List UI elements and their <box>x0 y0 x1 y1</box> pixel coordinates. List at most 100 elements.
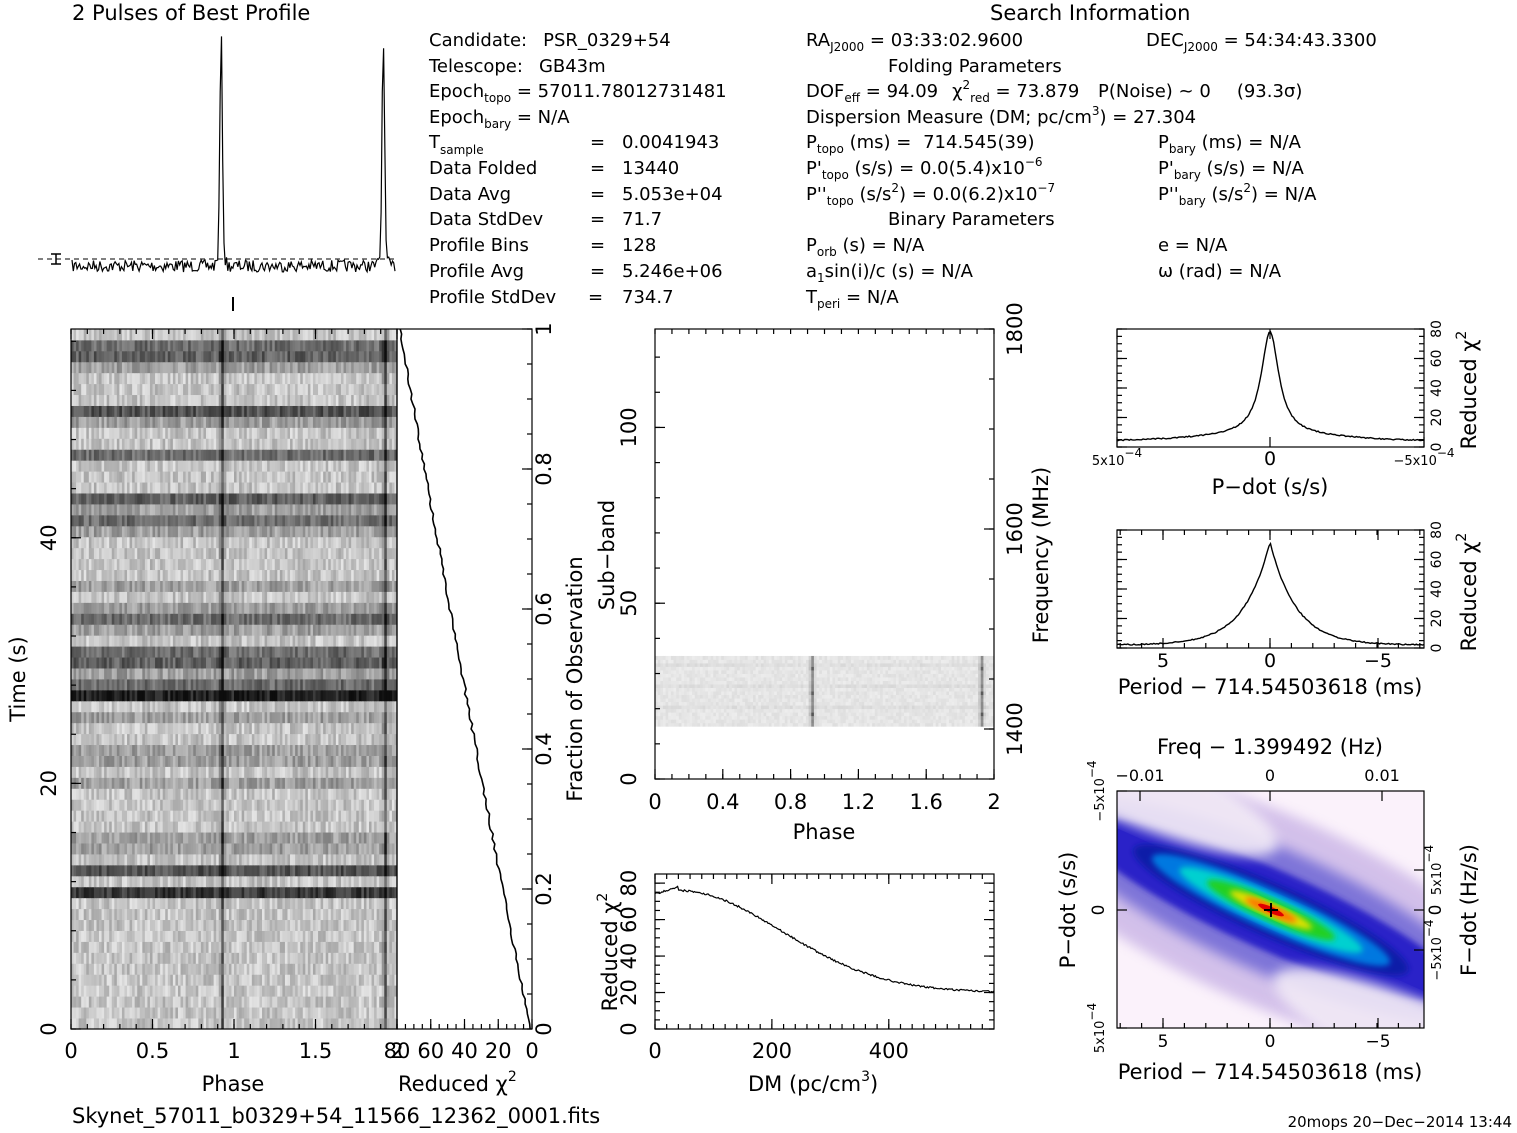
pixel <box>333 624 337 636</box>
pixel <box>200 766 204 778</box>
pixel <box>348 766 352 778</box>
pixel <box>71 843 74 855</box>
pixel <box>256 875 260 888</box>
pixel <box>381 832 385 844</box>
pixel <box>302 886 306 899</box>
pixel <box>267 843 271 855</box>
pixel <box>348 679 352 691</box>
pixel <box>241 875 245 888</box>
pixel <box>213 679 217 691</box>
pixel <box>78 788 82 800</box>
pixel <box>73 766 77 778</box>
pixel <box>287 613 291 625</box>
pixel <box>333 799 337 811</box>
pixel <box>142 930 146 942</box>
pixel <box>116 635 120 647</box>
pixel <box>223 952 227 964</box>
pbary: N/A <box>1269 132 1302 153</box>
pixel <box>109 744 113 756</box>
pixel <box>180 777 184 789</box>
pixel <box>358 624 362 636</box>
pixel <box>290 624 293 636</box>
pixel <box>160 832 164 844</box>
pixel <box>330 733 334 746</box>
pixel <box>346 744 350 756</box>
pixel <box>132 777 136 789</box>
pixel <box>264 864 268 877</box>
pixel <box>213 613 217 625</box>
pixel <box>109 875 113 888</box>
pixel <box>83 744 87 756</box>
pixel <box>277 646 281 658</box>
pixel <box>157 974 161 986</box>
pixel <box>172 788 176 800</box>
pixel <box>328 788 332 800</box>
pixel <box>195 679 199 691</box>
pixel <box>363 711 367 724</box>
pixel <box>170 886 174 899</box>
pixel <box>292 854 296 866</box>
pixel <box>73 613 77 625</box>
pixel <box>160 941 164 953</box>
pixel <box>366 700 370 713</box>
pixel <box>246 854 250 866</box>
pixel <box>249 854 253 866</box>
pixel <box>221 733 225 746</box>
pixel <box>343 635 347 647</box>
pixel <box>305 646 309 658</box>
pixel <box>282 799 286 811</box>
pixel <box>246 635 250 647</box>
pixel <box>88 788 92 800</box>
pixel <box>228 613 232 625</box>
pixel <box>323 810 327 822</box>
pixel <box>262 952 265 964</box>
pixel <box>249 602 253 614</box>
pixel <box>379 700 383 713</box>
pixel <box>200 613 204 625</box>
pixel <box>76 711 80 724</box>
pixel <box>348 635 352 647</box>
pixel <box>267 952 271 964</box>
pixel <box>162 810 166 822</box>
pixel <box>223 766 227 778</box>
pixel <box>78 635 82 647</box>
pixel <box>389 854 393 866</box>
pixel <box>366 919 370 931</box>
pixel <box>333 733 337 746</box>
pixel <box>121 908 125 921</box>
pixel <box>198 963 202 975</box>
pixel <box>101 700 105 713</box>
pixel <box>297 854 301 866</box>
pixel <box>78 897 82 910</box>
pixel <box>343 864 347 877</box>
pixel <box>211 996 215 1008</box>
pixel <box>292 722 296 735</box>
pixel <box>234 810 237 822</box>
pixel <box>193 864 197 877</box>
pixel <box>203 635 207 647</box>
pixel <box>78 722 82 735</box>
pixel <box>188 908 192 921</box>
pixel <box>129 613 133 625</box>
pixel <box>172 843 176 855</box>
pixel <box>172 799 176 811</box>
pixel <box>147 810 151 822</box>
pixel <box>205 1007 209 1019</box>
pixel <box>290 744 293 756</box>
pixel <box>165 908 169 921</box>
pixel <box>88 722 92 735</box>
pixel <box>348 810 352 822</box>
pixel <box>134 974 138 986</box>
pixel <box>305 930 309 942</box>
pixel <box>121 700 125 713</box>
pixel <box>221 930 225 942</box>
pixel <box>277 985 281 997</box>
pixel <box>76 886 80 899</box>
pixel <box>391 930 395 942</box>
pixel <box>226 952 230 964</box>
pixel <box>340 668 344 680</box>
pixel <box>264 711 268 724</box>
pixel <box>104 930 108 942</box>
pixel <box>251 744 255 756</box>
pixel <box>351 864 355 877</box>
